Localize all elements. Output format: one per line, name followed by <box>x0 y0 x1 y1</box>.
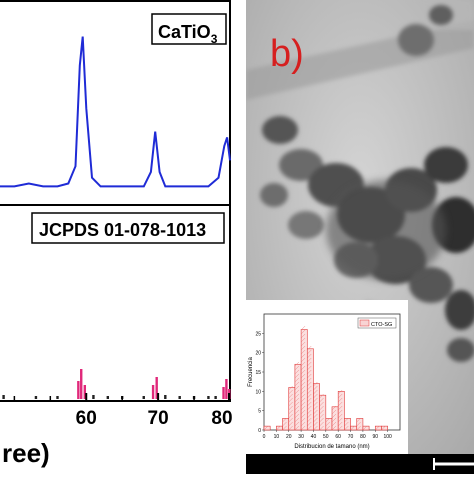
xrd-series-layer <box>0 37 230 187</box>
reference-bar <box>222 387 224 399</box>
histogram-x-tick-label: 90 <box>372 434 378 440</box>
ref-bars-layer <box>2 369 230 399</box>
histogram-x-tick-label: 40 <box>311 434 317 440</box>
reference-bar <box>214 396 216 399</box>
histogram-x-tick-label: 80 <box>360 434 366 440</box>
reference-bar <box>143 396 145 399</box>
histogram-x-tick-label: 50 <box>323 434 329 440</box>
histogram-y-tick-label: 15 <box>255 370 261 376</box>
histogram-x-tick-label: 70 <box>348 434 354 440</box>
reference-bar <box>164 395 166 399</box>
xrd-tick-layer: 60 70 80 <box>14 393 232 429</box>
particle-halo <box>326 180 446 280</box>
histogram-x-tick-label: 0 <box>263 434 266 440</box>
histogram-bar <box>289 387 295 430</box>
histogram-bar <box>283 418 289 430</box>
histogram-bar <box>332 407 338 430</box>
histogram-bar <box>320 395 326 430</box>
x-tick-label: 60 <box>76 408 97 429</box>
reference-bar <box>35 396 37 399</box>
ref-label: JCPDS 01-078-1013 <box>39 220 206 240</box>
histogram-x-label: Distribucion de tamano (nm) <box>294 444 369 450</box>
xrd-series-line <box>0 37 230 187</box>
panel-b-label: b) <box>270 33 304 75</box>
legend-label: CTO-SG <box>371 322 392 328</box>
histogram-y-tick-label: 5 <box>258 409 261 415</box>
histogram-bar <box>326 418 332 430</box>
histogram-y-tick-label: 25 <box>255 331 261 337</box>
reference-bar <box>225 379 227 399</box>
histogram-y-tick-label: 20 <box>255 351 261 357</box>
reference-bar <box>80 369 82 399</box>
histogram-y-tick-label: 0 <box>258 428 261 434</box>
reference-bar <box>107 396 109 399</box>
x-axis-title-fragment: ree) <box>2 438 50 468</box>
tem-image: b) 0 10 20 30 40 50 60 70 80 90 100 0 5 10 15 20 25 CTO-… <box>246 0 474 474</box>
reference-bar <box>92 395 94 399</box>
reference-bar <box>152 385 154 399</box>
reference-bar <box>178 396 180 399</box>
reference-bar <box>2 395 4 399</box>
histogram-x-tick-label: 60 <box>335 434 341 440</box>
legend-swatch <box>360 320 369 326</box>
histogram-bar <box>357 418 363 430</box>
histogram-x-tick-label: 100 <box>383 434 392 440</box>
x-tick-label: 70 <box>148 408 169 429</box>
histogram-y-label: Frecuencia <box>248 357 254 387</box>
histogram-x-tick-label: 10 <box>274 434 280 440</box>
reference-bar <box>207 396 209 399</box>
reference-bar <box>56 396 58 399</box>
x-tick-label: 80 <box>211 408 232 429</box>
reference-bar <box>77 381 79 399</box>
histogram-bar <box>344 418 350 430</box>
histogram-x-tick-label: 30 <box>298 434 304 440</box>
panel-b: b) 0 10 20 30 40 50 60 70 80 90 100 0 5 10 15 20 25 CTO-… <box>246 0 474 474</box>
histogram-x-tick-label: 20 <box>286 434 292 440</box>
histogram-y-tick-label: 10 <box>255 389 261 395</box>
